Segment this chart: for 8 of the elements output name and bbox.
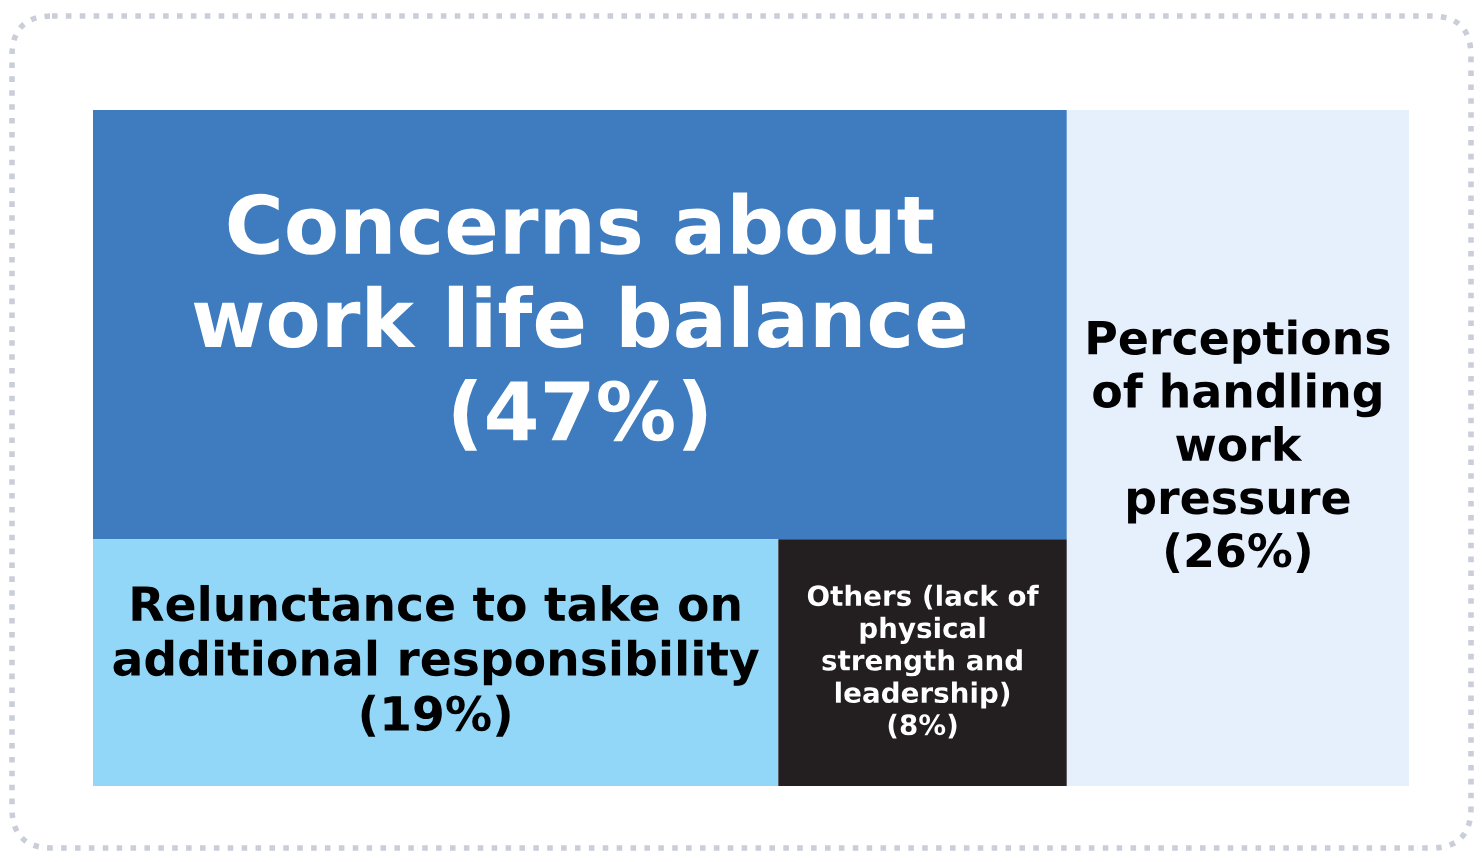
- category-label: Perceptions of handling work pressure: [1088, 319, 1390, 524]
- category-label: Others (lack of physical strength and leadership): [807, 584, 1039, 709]
- data-label: (19%): [361, 694, 510, 737]
- data-label: (26%): [1166, 532, 1310, 573]
- category-label: Concerns about work life balance: [193, 192, 965, 349]
- data-label: (47%): [453, 379, 707, 451]
- category-label: Relunctance to take on additional responsibility: [113, 584, 759, 686]
- data-label: (8%): [888, 713, 957, 739]
